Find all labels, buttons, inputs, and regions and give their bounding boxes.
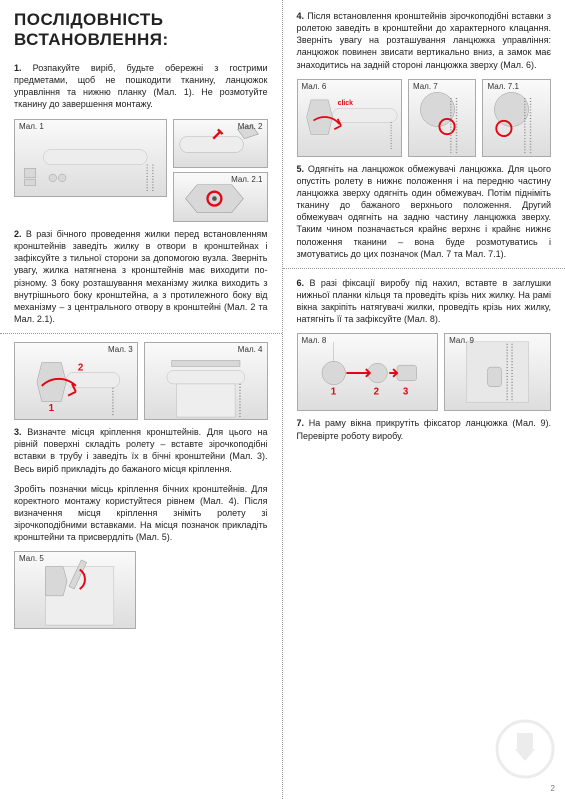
fig-row-2: Мал. 3 2 1 Мал. 4 [14, 342, 268, 420]
divider-right [283, 268, 565, 269]
fig-7: Мал. 7 [408, 79, 477, 157]
step-4: 4. Після встановлення кронштейнів зірочк… [297, 10, 552, 71]
fig-2: Мал. 2 [173, 119, 267, 169]
fig-71-label: Мал. 7.1 [487, 82, 518, 91]
fig-5: Мал. 5 [14, 551, 136, 629]
fig-row-1: Мал. 1 Мал. 2 Мал. 2.1 [14, 119, 268, 222]
fig-9: Мал. 9 [444, 333, 551, 411]
step-1: 1. Розпакуйте виріб, будьте обережні з г… [14, 62, 268, 111]
click-label: click [337, 100, 352, 107]
fig-2-label: Мал. 2 [238, 122, 263, 131]
step-3b: Зробіть позначки місць кріплення бічних … [14, 483, 268, 544]
fig-5-label: Мал. 5 [19, 554, 44, 563]
fig-1: Мал. 1 [14, 119, 167, 197]
svg-text:2: 2 [78, 362, 84, 373]
svg-text:1: 1 [330, 387, 336, 398]
fig-9-label: Мал. 9 [449, 336, 474, 345]
step-2: 2. В разі бічного проведення жилки перед… [14, 228, 268, 325]
svg-text:1: 1 [49, 403, 55, 414]
fig-1-label: Мал. 1 [19, 122, 44, 131]
fig-8: Мал. 8 1 2 3 [297, 333, 439, 411]
step-3a: 3. Визначте місця кріплення кронштейнів.… [14, 426, 268, 475]
fig-3: Мал. 3 2 1 [14, 342, 138, 420]
fig-6-label: Мал. 6 [302, 82, 327, 91]
fig-row-3: Мал. 5 [14, 551, 268, 629]
step-7: 7. На раму вікна прикрутіть фіксатор лан… [297, 417, 552, 441]
page-number: 2 [551, 784, 555, 793]
page-title: ПОСЛІДОВНІСТЬ ВСТАНОВЛЕННЯ: [14, 10, 268, 50]
fig-4-label: Мал. 4 [238, 345, 263, 354]
fig-8-label: Мал. 8 [302, 336, 327, 345]
fig-4: Мал. 4 [144, 342, 268, 420]
step-5: 5. Одягніть на ланцюжок обмежувачі ланцю… [297, 163, 552, 260]
fig-row-4: Мал. 6 click Мал. 7 Мал. 7.1 [297, 79, 552, 157]
step-6: 6. В разі фіксації виробу під нахил, вст… [297, 277, 552, 326]
watermark-icon [495, 719, 555, 779]
divider-left [0, 333, 282, 334]
fig-21-label: Мал. 2.1 [231, 175, 262, 184]
fig-71: Мал. 7.1 [482, 79, 551, 157]
fig-6: Мал. 6 click [297, 79, 402, 157]
fig-7-label: Мал. 7 [413, 82, 438, 91]
svg-text:2: 2 [373, 387, 379, 398]
svg-text:3: 3 [402, 387, 408, 398]
fig-21: Мал. 2.1 [173, 172, 267, 222]
fig-3-label: Мал. 3 [108, 345, 133, 354]
fig-row-5: Мал. 8 1 2 3 Мал. 9 [297, 333, 552, 411]
